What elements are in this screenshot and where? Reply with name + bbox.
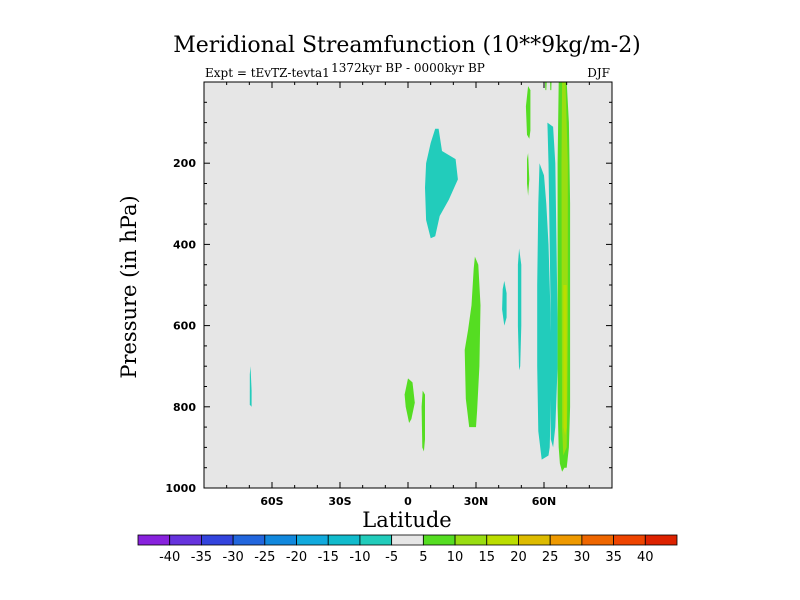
contour-region-7 bbox=[404, 378, 415, 423]
colorbar-box-13 bbox=[518, 534, 551, 546]
y-axis-ticks: 200 400 600 800 1000 bbox=[165, 81, 612, 495]
contour-region-4 bbox=[517, 248, 522, 371]
colorbar-label: -5 bbox=[385, 550, 398, 565]
chart-subtitle-center: 1372kyr BP - 0000kyr BP bbox=[331, 61, 485, 75]
colorbar-box-8 bbox=[359, 534, 393, 546]
contour-region-11 bbox=[525, 86, 531, 139]
colorbar-label: 5 bbox=[419, 550, 427, 565]
chart-title: Meridional Streamfunction (10**9kg/m-2) bbox=[173, 33, 641, 58]
y-tick-label: 800 bbox=[173, 401, 196, 414]
contour-region-2 bbox=[425, 128, 458, 239]
x-tick-label: 0 bbox=[404, 495, 412, 508]
x-tick-label: 30N bbox=[464, 495, 489, 508]
chart-subtitle-right: DJF bbox=[587, 66, 610, 80]
colorbar-label: -15 bbox=[318, 550, 339, 565]
colorbar-label: -25 bbox=[254, 550, 275, 565]
colorbar-label: 35 bbox=[605, 550, 622, 565]
colorbar-box-14 bbox=[549, 534, 583, 546]
contour-region-12 bbox=[545, 82, 547, 91]
contour-region-8 bbox=[421, 390, 425, 452]
chart-subtitle-left: Expt = tEvTZ-tevta1 bbox=[205, 66, 330, 80]
colorbar: -40 -35 -30 -25 -20 -15 -10 -5 5 10 15 20 25 30 35 40 bbox=[137, 534, 678, 565]
colorbar-label: -20 bbox=[286, 550, 307, 565]
x-tick-label: 60S bbox=[260, 495, 283, 508]
y-axis-label: Pressure (in hPa) bbox=[117, 195, 141, 378]
y-tick-label: 600 bbox=[173, 320, 196, 333]
x-axis-label: Latitude bbox=[362, 508, 451, 532]
colorbar-box-6 bbox=[296, 534, 329, 546]
colorbar-label: 25 bbox=[542, 550, 559, 565]
colorbar-label: 40 bbox=[637, 550, 654, 565]
x-axis-ticks: 60S 30S 0 30N 60N bbox=[203, 82, 613, 508]
colorbar-label: 20 bbox=[510, 550, 527, 565]
colorbar-label: -30 bbox=[223, 550, 244, 565]
y-tick-label: 400 bbox=[173, 238, 196, 251]
x-tick-label: 30S bbox=[328, 495, 351, 508]
colorbar-box-11 bbox=[454, 534, 488, 546]
contour-region-9 bbox=[464, 256, 481, 428]
contour-region-1 bbox=[249, 366, 252, 407]
colorbar-box-4 bbox=[232, 534, 266, 546]
colorbar-label: -10 bbox=[349, 550, 370, 565]
colorbar-box-16 bbox=[613, 534, 646, 546]
y-tick-label: 200 bbox=[173, 157, 196, 170]
x-tick-label: 60N bbox=[532, 495, 557, 508]
contour-region-6 bbox=[547, 122, 558, 448]
colorbar-box-7 bbox=[327, 534, 361, 546]
contour-region-13 bbox=[550, 82, 552, 91]
colorbar-box-9 bbox=[391, 534, 424, 546]
colorbar-box-1 bbox=[137, 534, 171, 546]
contour-regions bbox=[249, 82, 571, 472]
y-tick-label: 1000 bbox=[165, 482, 196, 495]
contour-region-10 bbox=[527, 153, 530, 196]
colorbar-box-3 bbox=[201, 534, 234, 546]
colorbar-label: -35 bbox=[191, 550, 212, 565]
colorbar-box-2 bbox=[169, 534, 202, 546]
contour-region-3 bbox=[502, 280, 507, 326]
contour-region-16 bbox=[563, 285, 567, 436]
colorbar-box-5 bbox=[264, 534, 297, 546]
colorbar-box-17 bbox=[644, 534, 678, 546]
colorbar-label: 30 bbox=[574, 550, 591, 565]
colorbar-label: 10 bbox=[447, 550, 464, 565]
colorbar-label: -40 bbox=[159, 550, 180, 565]
contour-region-5 bbox=[537, 163, 552, 460]
colorbar-label: 15 bbox=[478, 550, 495, 565]
colorbar-box-10 bbox=[422, 534, 456, 546]
colorbar-box-15 bbox=[581, 534, 614, 546]
colorbar-box-12 bbox=[486, 534, 519, 546]
